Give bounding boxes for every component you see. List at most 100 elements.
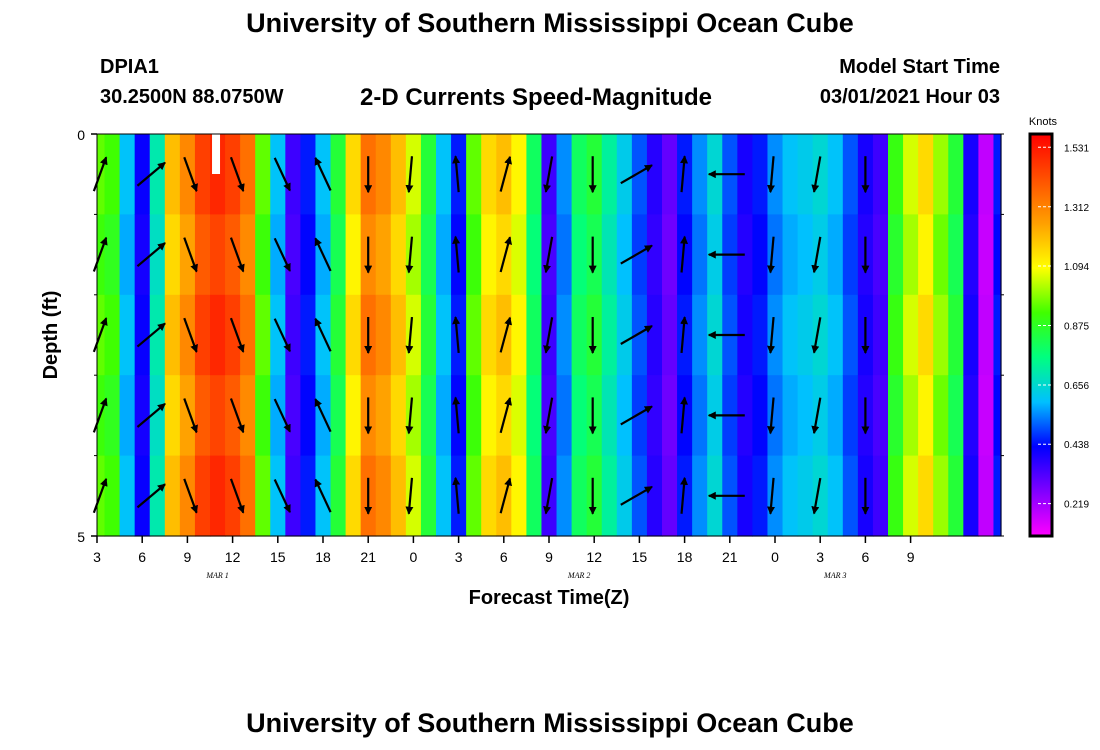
heatmap-cell: [240, 214, 256, 296]
current-vector-arrow: [680, 316, 689, 354]
heatmap-cell: [556, 375, 573, 457]
heatmap-cell: [149, 375, 166, 457]
model-start-time: 03/01/2021 Hour 03: [819, 86, 1000, 108]
current-vector-arrow: [183, 478, 198, 514]
heatmap-cell: [601, 134, 618, 215]
current-vector-arrow: [314, 478, 332, 513]
heatmap-cell: [149, 294, 166, 376]
heatmap-cell: [270, 294, 286, 376]
heatmap-cell: [556, 455, 573, 537]
current-vector-arrow: [499, 316, 513, 353]
current-vector-arrow: [405, 397, 414, 435]
current-vector-arrow: [273, 157, 291, 192]
current-vector-arrow: [811, 236, 822, 274]
heatmap-cell: [586, 134, 603, 215]
x-tick-label: 3: [93, 549, 101, 565]
heatmap-cell: [481, 214, 497, 296]
heatmap-cell: [210, 214, 226, 296]
heatmap-cell: [164, 294, 181, 376]
heatmap-cell: [601, 375, 618, 457]
heatmap-cell: [888, 294, 904, 376]
heatmap-cell: [586, 375, 603, 457]
heatmap-cell: [405, 455, 422, 537]
current-vector-arrow: [452, 396, 461, 434]
heatmap-cell: [737, 455, 753, 537]
current-vector-arrow: [767, 397, 776, 435]
heatmap-cell: [375, 455, 392, 537]
heatmap-cell: [436, 375, 452, 457]
x-tick-label: 15: [632, 549, 648, 565]
heatmap-cell: [737, 214, 753, 296]
current-vector-arrow: [273, 237, 291, 272]
heatmap-cell: [963, 214, 979, 296]
x-tick-label: 6: [862, 549, 870, 565]
heatmap-cell: [556, 214, 573, 296]
heatmap-cell: [752, 134, 769, 215]
y-tick-label: 5: [77, 529, 85, 545]
heatmap-cell: [345, 455, 362, 537]
heatmap-cell: [963, 294, 979, 376]
x-tick-label: 9: [545, 549, 553, 565]
heatmap-cell: [119, 294, 136, 376]
heatmap-cell: [692, 294, 708, 376]
y-tick-label: 0: [77, 127, 85, 143]
heatmap-cell: [375, 375, 392, 457]
heatmap-cell: [918, 375, 934, 457]
heatmap-cell: [466, 214, 482, 296]
x-tick-label: 12: [225, 549, 241, 565]
heatmap-cell: [933, 375, 949, 457]
heatmap-cell: [149, 214, 166, 296]
heatmap-cell: [134, 214, 151, 296]
heatmap-cell: [903, 134, 919, 215]
x-tick-label: 21: [722, 549, 738, 565]
heatmap-cell: [330, 455, 347, 537]
heatmap-cell: [963, 134, 979, 215]
heatmap-cell: [782, 375, 799, 457]
heatmap-cell: [797, 134, 814, 215]
heatmap-cell: [767, 375, 784, 457]
heatmap-cell: [330, 214, 347, 296]
heatmap-cell: [812, 455, 829, 537]
x-tick-label: 18: [315, 549, 331, 565]
heatmap-cell: [481, 294, 497, 376]
heatmap-cell: [601, 455, 618, 537]
heatmap-cell: [511, 294, 527, 376]
heatmap-cell: [179, 214, 196, 296]
current-vector-arrow: [314, 398, 332, 433]
heatmap-cell: [511, 134, 527, 215]
heatmap-cell: [631, 134, 648, 215]
heatmap-cell: [164, 455, 181, 537]
current-vector-arrow: [136, 242, 166, 268]
current-vector-arrow: [405, 236, 414, 274]
date-label: MAR 1: [205, 571, 228, 580]
heatmap-cell: [330, 294, 347, 376]
heatmap-cell: [918, 134, 934, 215]
heatmap-cell: [586, 294, 603, 376]
heatmap-cell: [345, 214, 362, 296]
current-vector-arrow: [767, 316, 776, 354]
heatmap-cell: [300, 134, 317, 215]
heatmap-cell: [511, 455, 527, 537]
heatmap-cell: [240, 294, 256, 376]
heatmap-cell: [164, 214, 181, 296]
heatmap-cell: [556, 134, 573, 215]
x-tick-label: 0: [771, 549, 779, 565]
heatmap-cell: [405, 134, 422, 215]
heatmap-cell: [631, 214, 648, 296]
heatmap-cell: [285, 134, 301, 215]
y-axis-label: Depth (ft): [40, 291, 62, 380]
heatmap-cell: [646, 455, 663, 537]
missing-data-marker: [212, 134, 221, 174]
heatmap-cell: [255, 455, 271, 537]
heatmap-cell: [240, 375, 256, 457]
heatmap-cell: [737, 134, 753, 215]
heatmap-cell: [210, 455, 226, 537]
heatmap-cell: [405, 375, 422, 457]
heatmap-cell: [692, 455, 708, 537]
heatmap-cell: [390, 214, 407, 296]
heatmap-cell: [842, 455, 859, 537]
heatmap-cell: [270, 214, 286, 296]
colorbar-tick-label: 0.438: [1064, 440, 1089, 451]
heatmap-cell: [285, 214, 301, 296]
